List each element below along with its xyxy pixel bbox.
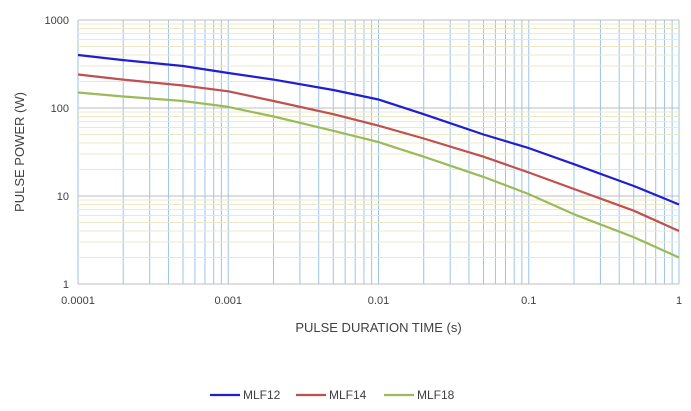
- y-axis-title: PULSE POWER (W): [12, 92, 27, 212]
- x-tick-label: 1: [676, 295, 682, 307]
- legend-label-mlf18: MLF18: [417, 388, 455, 402]
- y-tick-label: 100: [51, 103, 69, 115]
- x-tick-label: 0.001: [214, 295, 242, 307]
- x-axis-title: PULSE DURATION TIME (s): [295, 320, 461, 335]
- legend-label-mlf14: MLF14: [329, 388, 367, 402]
- y-tick-label: 1000: [45, 15, 69, 27]
- series-line-mlf12: [77, 53, 680, 206]
- series-line-mlf18: [77, 91, 680, 259]
- y-tick-label: 10: [57, 191, 69, 203]
- plot-grid: [77, 19, 680, 285]
- x-axis-tick-labels: 0.0001 0.001 0.01 0.1 1: [61, 295, 682, 307]
- series-line-mlf14: [77, 73, 680, 233]
- x-tick-label: 0.0001: [61, 295, 95, 307]
- y-tick-label: 1: [63, 279, 69, 291]
- series-lines: [77, 53, 680, 259]
- x-tick-label: 0.01: [368, 295, 389, 307]
- y-axis-tick-labels: 1 10 100 1000: [45, 15, 69, 291]
- legend: MLF12 MLF14 MLF18: [210, 388, 455, 402]
- legend-label-mlf12: MLF12: [243, 388, 281, 402]
- x-tick-label: 0.1: [521, 295, 536, 307]
